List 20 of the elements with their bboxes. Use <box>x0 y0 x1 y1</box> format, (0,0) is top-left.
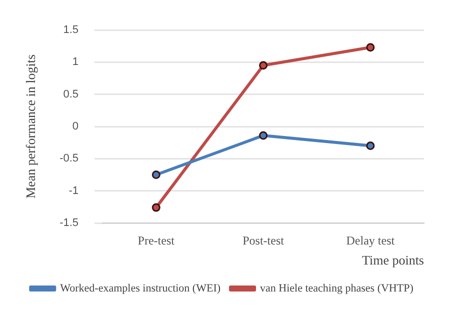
x-axis-title: Time points <box>362 252 424 268</box>
legend-label: Worked-examples instruction (WEI) <box>60 282 221 294</box>
x-tick-label: Delay test <box>346 233 396 248</box>
point <box>152 203 160 212</box>
y-tick-label: 0 <box>72 120 79 133</box>
y-tick-label: -1.5 <box>60 217 79 230</box>
point <box>259 61 268 70</box>
point <box>366 43 375 52</box>
y-tick-label: 1.5 <box>63 24 79 36</box>
y-tick-label: -0.5 <box>60 152 79 165</box>
point <box>259 131 268 140</box>
y-tick-label: 1 <box>72 56 79 68</box>
point <box>152 170 160 179</box>
x-tick-label: Pre-test <box>138 233 176 248</box>
y-tick-label: -1 <box>68 184 79 197</box>
y-tick-label: 0.5 <box>63 88 79 100</box>
point <box>366 142 375 150</box>
y-axis-title: Mean performance in logits <box>23 54 38 199</box>
legend-label: van Hiele teaching phases (VHTP) <box>260 282 414 294</box>
x-tick-label: Post-test <box>242 233 285 248</box>
